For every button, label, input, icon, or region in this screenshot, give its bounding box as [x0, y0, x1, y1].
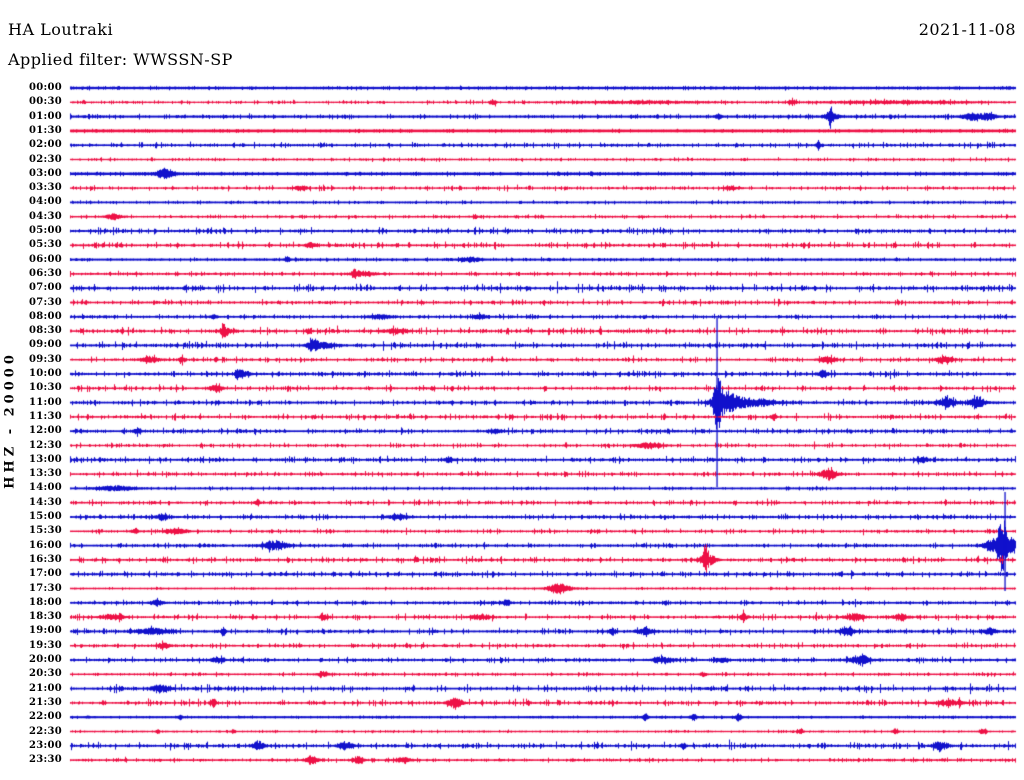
time-label: 05:00: [28, 225, 62, 236]
time-label: 05:30: [28, 239, 62, 251]
time-label: 09:30: [28, 353, 62, 365]
time-label: 18:00: [28, 596, 62, 608]
time-label: 21:30: [28, 696, 62, 708]
time-label: 21:00: [28, 682, 62, 694]
time-label: 12:00: [28, 425, 62, 437]
time-label: 19:30: [28, 639, 62, 651]
time-label: 02:30: [28, 153, 62, 165]
time-label: 06:30: [28, 267, 62, 279]
time-label: 08:00: [28, 310, 62, 322]
time-label: 20:00: [28, 654, 62, 665]
time-label: 15:00: [28, 511, 62, 522]
time-label: 18:30: [28, 611, 62, 623]
time-label: 17:00: [28, 568, 62, 580]
time-label: 14:30: [28, 496, 62, 508]
time-label: 04:00: [28, 196, 62, 208]
time-label: 01:00: [28, 110, 62, 122]
time-label: 22:30: [28, 725, 62, 737]
filter-label: Applied filter: WWSSN-SP: [8, 50, 233, 69]
time-label: 12:30: [28, 439, 62, 451]
time-label: 20:30: [28, 668, 62, 680]
station-title: HA Loutraki: [8, 20, 114, 39]
time-label: 15:30: [28, 525, 62, 537]
time-label: 10:30: [28, 382, 62, 394]
time-label: 19:00: [28, 625, 62, 637]
time-label: 11:00: [28, 396, 62, 408]
time-label: 04:30: [28, 210, 62, 222]
time-label: 22:00: [28, 711, 62, 723]
time-label: 08:30: [28, 325, 62, 337]
time-label: 07:30: [28, 296, 62, 308]
time-label: 13:00: [28, 453, 62, 465]
time-label: 01:30: [28, 124, 62, 136]
time-label: 13:30: [28, 468, 62, 480]
time-label: 23:30: [28, 754, 62, 766]
time-label: 03:00: [28, 167, 62, 179]
time-label: 03:30: [28, 182, 62, 194]
time-label: 00:00: [28, 82, 62, 93]
time-label: 07:00: [28, 282, 62, 294]
time-label: 06:00: [28, 253, 62, 265]
time-label: 00:30: [28, 96, 62, 108]
time-label: 16:00: [28, 539, 62, 551]
time-label: 11:30: [28, 410, 62, 422]
time-label: 02:00: [28, 139, 62, 151]
time-label: 10:00: [28, 368, 62, 379]
time-label: 23:00: [28, 739, 62, 751]
date-label: 2021-11-08: [918, 20, 1016, 39]
time-label: 09:00: [28, 339, 62, 351]
time-label: 17:30: [28, 582, 62, 594]
time-label: 14:00: [28, 482, 62, 494]
time-label: 16:30: [28, 553, 62, 565]
